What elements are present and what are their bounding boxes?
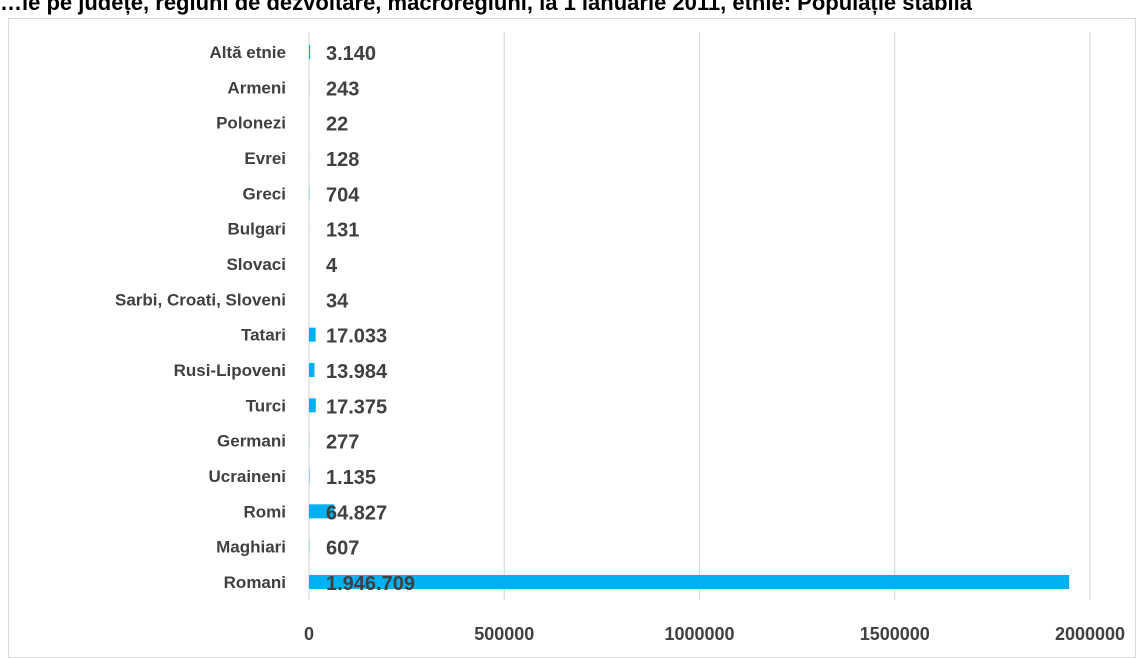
data-label: 34 xyxy=(326,290,349,312)
category-label: Rusi-Lipoveni xyxy=(174,361,286,380)
data-label: 13.984 xyxy=(326,361,388,383)
data-label: 22 xyxy=(326,114,348,136)
category-label: Slovaci xyxy=(226,255,286,274)
bar xyxy=(309,575,1069,589)
category-label: Maghiari xyxy=(216,538,286,557)
category-label: Romi xyxy=(244,502,287,521)
data-label: 1.946.709 xyxy=(326,573,415,595)
category-label: Tatari xyxy=(241,326,286,345)
category-label: Romani xyxy=(224,573,286,592)
x-tick-label: 0 xyxy=(304,624,314,644)
x-tick-label: 500000 xyxy=(474,624,534,644)
x-tick-label: 1000000 xyxy=(664,624,734,644)
data-label: 704 xyxy=(326,184,360,206)
data-label: 17.033 xyxy=(326,326,387,348)
data-label: 277 xyxy=(326,432,359,454)
data-label: 1.135 xyxy=(326,467,376,489)
category-label: Polonezi xyxy=(216,114,286,133)
data-label: 3.140 xyxy=(326,43,376,65)
category-label: Germani xyxy=(217,432,286,451)
category-label: Armeni xyxy=(227,78,286,97)
category-label: Ucraineni xyxy=(209,467,286,486)
category-label: Evrei xyxy=(244,149,286,168)
data-label: 4 xyxy=(326,255,338,277)
category-label: Bulgari xyxy=(227,220,286,239)
data-label: 131 xyxy=(326,220,359,242)
bar xyxy=(309,328,316,342)
category-label: Sarbi, Croati, Sloveni xyxy=(115,290,286,309)
bar xyxy=(309,45,310,59)
x-tick-label: 2000000 xyxy=(1055,624,1125,644)
data-label: 607 xyxy=(326,538,359,560)
data-label: 243 xyxy=(326,78,359,100)
data-label: 128 xyxy=(326,149,359,171)
data-label: 17.375 xyxy=(326,396,387,418)
category-label: Turci xyxy=(246,396,286,415)
category-label: Altă etnie xyxy=(209,43,286,62)
bar xyxy=(309,398,316,412)
category-label: Greci xyxy=(243,184,286,203)
data-label: 64.827 xyxy=(326,502,387,524)
x-tick-label: 1500000 xyxy=(860,624,930,644)
bar xyxy=(309,363,314,377)
